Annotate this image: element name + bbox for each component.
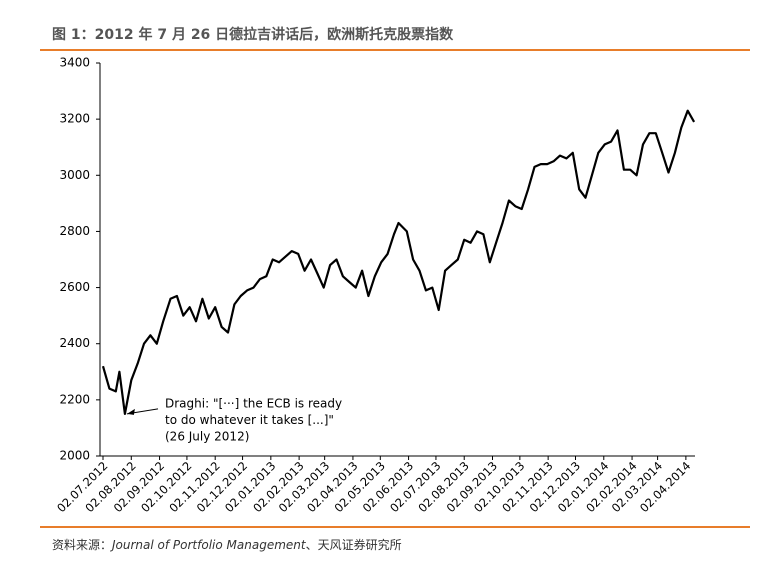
chart-title: 图 1：2012 年 7 月 26 日德拉吉讲话后，欧洲斯托克股票指数 — [52, 26, 454, 43]
y-tick-label: 2200 — [59, 392, 90, 406]
y-tick-label: 3000 — [59, 168, 90, 182]
y-tick-label: 3400 — [59, 56, 90, 70]
annotation-text: Draghi: "[···] the ECB is ready — [165, 397, 342, 411]
annotation-text: (26 July 2012) — [165, 430, 249, 444]
source: 资料来源：Journal of Portfolio Management、天风证… — [52, 537, 402, 552]
source-org: 、天风证券研究所 — [306, 537, 402, 552]
source-journal: Journal of Portfolio Management — [110, 538, 307, 552]
y-tick-label: 2000 — [59, 449, 90, 463]
annotation-text: to do whatever it takes [...]" — [165, 413, 334, 427]
y-tick-label: 3200 — [59, 112, 90, 126]
y-tick-label: 2400 — [59, 336, 90, 350]
y-tick-label: 2800 — [59, 224, 90, 238]
arrow-head — [126, 408, 135, 415]
y-tick-label: 2600 — [59, 280, 90, 294]
line-series — [101, 109, 696, 415]
source-label: 资料来源： — [52, 538, 112, 552]
